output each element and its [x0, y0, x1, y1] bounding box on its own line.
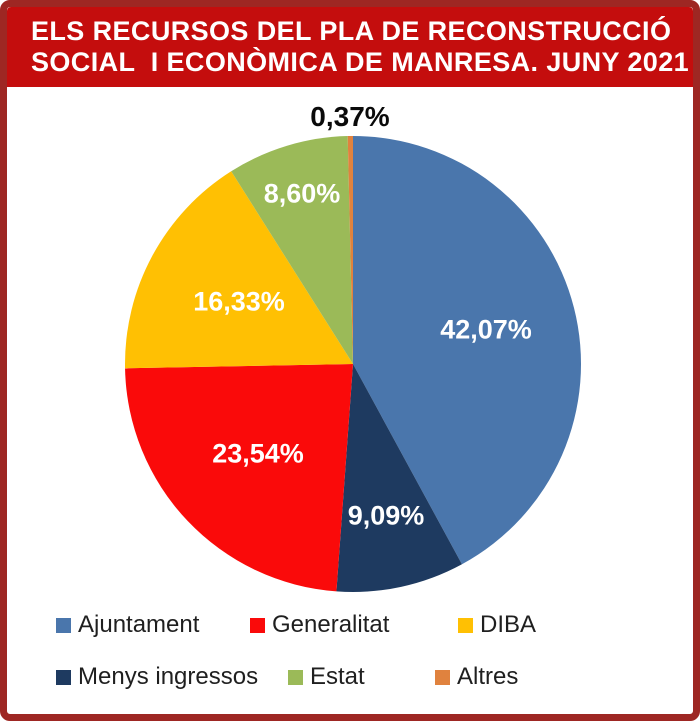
pie-slice-altres: [347, 135, 353, 364]
pie-slice-generalitat: [125, 364, 353, 592]
slice-label-altres: 0,37%: [310, 101, 390, 132]
legend-item-ajuntament: Ajuntament: [56, 611, 200, 638]
legend-swatch-diba: [458, 617, 473, 633]
slice-label-diba: 16,33%: [193, 286, 285, 317]
legend-swatch-altres: [435, 669, 450, 685]
legend-item-generalitat: Generalitat: [250, 611, 390, 638]
legend-label-generalitat: Generalitat: [272, 611, 390, 638]
pie-slice-estat: [231, 136, 353, 364]
legend-swatch-menys-ingressos: [56, 669, 71, 685]
title-line-2: SOCIAL I ECONÒMICA DE MANRESA. JUNY 2021: [31, 47, 690, 77]
title-line-1: ELS RECURSOS DEL PLA DE RECONSTRUCCIÓ: [31, 16, 672, 46]
slice-label-generalitat: 23,54%: [212, 438, 304, 469]
legend-label-diba: DIBA: [480, 611, 537, 638]
slice-label-estat: 8,60%: [263, 178, 341, 209]
legend-item-diba: DIBA: [458, 611, 537, 638]
pie-slice-menys-ingressos: [336, 364, 462, 592]
legend-label-estat: Estat: [310, 663, 365, 690]
legend-item-estat: Estat: [288, 663, 365, 690]
pie-slice-diba: [124, 171, 354, 369]
legend-item-altres: Altres: [435, 663, 519, 690]
pie-slice-ajuntament: [353, 136, 582, 565]
legend-label-menys-ingressos: Menys ingressos: [78, 663, 259, 690]
title-banner: ELS RECURSOS DEL PLA DE RECONSTRUCCIÓ SO…: [7, 7, 693, 87]
legend-swatch-estat: [288, 669, 303, 685]
slice-label-menys-ingressos: 9,09%: [347, 500, 425, 531]
legend-item-menys-ingressos: Menys ingressos: [56, 663, 259, 690]
legend-label-altres: Altres: [457, 663, 519, 690]
legend-swatch-generalitat: [250, 617, 265, 633]
legend-swatch-ajuntament: [56, 617, 71, 633]
legend-label-ajuntament: Ajuntament: [78, 611, 200, 638]
slice-label-ajuntament: 42,07%: [440, 314, 532, 345]
